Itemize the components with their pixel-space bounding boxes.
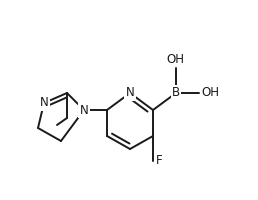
Text: F: F: [156, 154, 163, 168]
Text: N: N: [126, 86, 134, 99]
Text: B: B: [172, 86, 180, 99]
Text: N: N: [40, 97, 49, 110]
Text: OH: OH: [166, 53, 184, 66]
Text: OH: OH: [201, 86, 219, 99]
Text: N: N: [80, 104, 88, 116]
